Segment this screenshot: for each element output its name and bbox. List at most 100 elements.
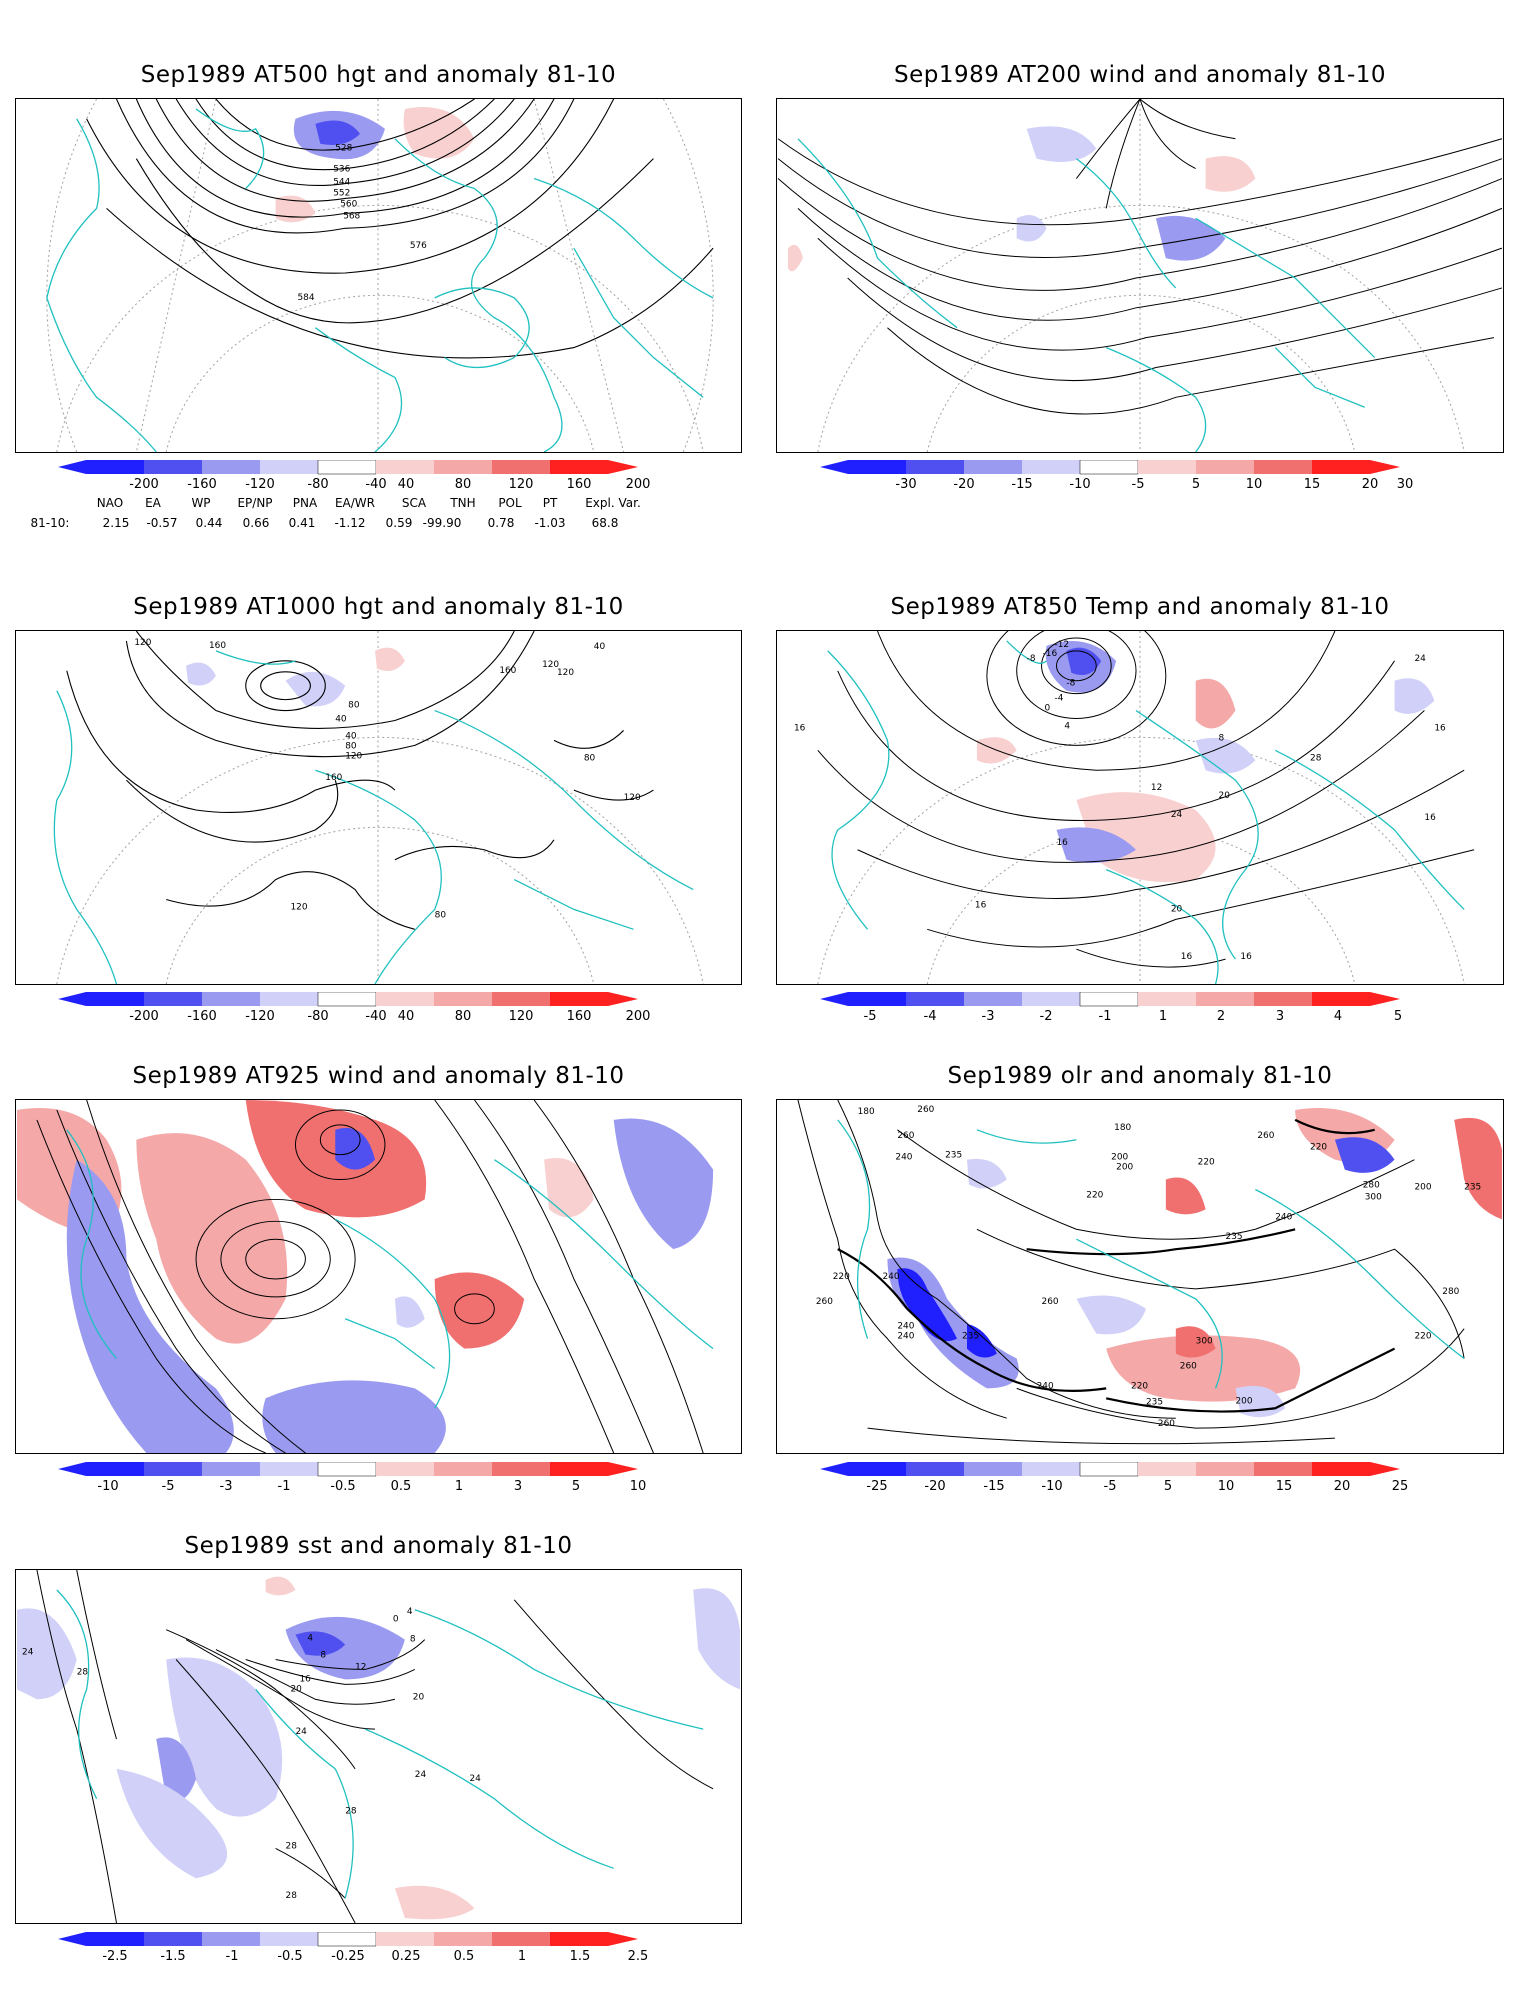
colorbar-tick: 5 xyxy=(1191,477,1201,492)
colorbar-tick: 3 xyxy=(1275,1009,1285,1024)
colorbar-tick: -40 xyxy=(365,1009,387,1024)
colorbar-tick: 2 xyxy=(1216,1009,1226,1024)
contour-label: 24 xyxy=(1414,654,1426,664)
teleconnection-header: NAO xyxy=(96,496,124,510)
contour-label: 16 xyxy=(299,1674,311,1684)
colorbar-tick: -15 xyxy=(1011,477,1033,492)
contour-label: 180 xyxy=(858,1107,875,1117)
colorbar-at925: -10 -5 -3 -1 -0.5 0.5 1 3 5 10 xyxy=(58,1462,698,1502)
colorbar-tick: 15 xyxy=(1275,1479,1293,1494)
contour-label: 260 xyxy=(917,1105,934,1115)
teleconnection-value: 0.44 xyxy=(195,516,223,530)
contour-label: 240 xyxy=(897,1322,914,1332)
teleconnection-header: SCA xyxy=(401,496,427,510)
map-sst: 24 28 4 8 12 16 20 24 28 20 24 28 28 24 … xyxy=(15,1569,742,1924)
map-at200 xyxy=(776,98,1504,453)
contour-label: 24 xyxy=(295,1727,307,1737)
contour-label: 240 xyxy=(882,1272,899,1282)
colorbar-tick: 80 xyxy=(454,477,472,492)
colorbar-tick: -160 xyxy=(187,477,217,492)
colorbar-tick: 2.5 xyxy=(627,1949,649,1964)
contour-label: 528 xyxy=(335,144,352,154)
colorbar-tick: 25 xyxy=(1391,1479,1409,1494)
contour-label: 235 xyxy=(1146,1397,1163,1407)
contour-label: 24 xyxy=(1171,810,1183,820)
contour-label: 544 xyxy=(333,178,350,188)
colorbar-tick: 0.5 xyxy=(390,1479,412,1494)
colorbar-tick: 1 xyxy=(454,1479,464,1494)
teleconnection-header: EP/NP xyxy=(237,496,273,510)
contour-label: 200 xyxy=(1414,1182,1431,1192)
teleconnection-header: PNA xyxy=(292,496,318,510)
contour-label: -8 xyxy=(1027,654,1036,664)
contour-label: 8 xyxy=(1219,733,1225,743)
teleconnection-value: -0.57 xyxy=(146,516,178,530)
contour-label: 240 xyxy=(1275,1212,1292,1222)
contour-label: 220 xyxy=(1310,1143,1327,1153)
contour-label: 220 xyxy=(1414,1332,1431,1342)
map-at850-canvas: -12 -16 -8 -4 -8 0 4 8 16 24 16 28 12 20… xyxy=(794,631,1475,984)
colorbar-tick: -1 xyxy=(225,1949,239,1964)
colorbar-tick: 120 xyxy=(508,1009,534,1024)
colorbar-tick: -80 xyxy=(307,1009,329,1024)
colorbar-tick: -200 xyxy=(129,477,159,492)
colorbar-at850: -5 -4 -3 -2 -1 1 2 3 4 5 xyxy=(820,992,1460,1032)
colorbar-tick: -3 xyxy=(219,1479,233,1494)
contour-label: 80 xyxy=(348,701,360,711)
contour-label: 568 xyxy=(343,211,360,221)
panel-title-sst: Sep1989 sst and anomaly 81-10 xyxy=(184,1533,573,1559)
colorbar-tick: -0.5 xyxy=(330,1479,356,1494)
colorbar-tick: 0.5 xyxy=(453,1949,475,1964)
teleconnection-value: 68.8 xyxy=(591,516,619,530)
teleconnection-value: -1.12 xyxy=(334,516,366,530)
contour-label: 576 xyxy=(410,241,427,251)
contour-label: 584 xyxy=(297,293,314,303)
contour-label: 4 xyxy=(1064,721,1070,731)
contour-label: 260 xyxy=(1180,1361,1197,1371)
colorbar-tick: -1.5 xyxy=(160,1949,186,1964)
colorbar-sst: -2.5 -1.5 -1 -0.5 -0.25 0.25 0.5 1 1.5 2… xyxy=(58,1932,698,1972)
contour-label: 120 xyxy=(345,751,362,761)
colorbar-tick: 200 xyxy=(625,477,651,492)
contour-label: 24 xyxy=(415,1770,427,1780)
contour-label: 4 xyxy=(307,1634,313,1644)
contour-label: 240 xyxy=(895,1153,912,1163)
contour-label: 8 xyxy=(320,1651,326,1661)
teleconnection-value: 0.66 xyxy=(242,516,270,530)
colorbar-tick: -10 xyxy=(1069,477,1091,492)
contour-label: 16 xyxy=(1056,838,1068,848)
contour-label: -4 xyxy=(1054,694,1063,704)
colorbar-tick: 10 xyxy=(629,1479,647,1494)
map-sst-canvas: 24 28 4 8 12 16 20 24 28 20 24 28 28 24 … xyxy=(17,1570,740,1923)
contour-label: 220 xyxy=(1086,1190,1103,1200)
panel-title-olr: Sep1989 olr and anomaly 81-10 xyxy=(947,1063,1333,1089)
contour-label: 80 xyxy=(584,753,596,763)
teleconnection-value: 0.59 xyxy=(385,516,413,530)
contour-label: 260 xyxy=(897,1131,914,1141)
colorbar-tick: 40 xyxy=(397,477,415,492)
teleconnection-header: PT xyxy=(542,496,558,510)
contour-label: 120 xyxy=(557,668,574,678)
contour-label: 0 xyxy=(1045,704,1051,714)
teleconnection-values: 81-10: 2.15 -0.57 0.44 0.66 0.41 -1.12 0… xyxy=(0,516,700,532)
colorbar-tick: 40 xyxy=(397,1009,415,1024)
contour-label: 560 xyxy=(340,199,357,209)
colorbar-tick: 200 xyxy=(625,1009,651,1024)
colorbar-tick: 0.25 xyxy=(391,1949,421,1964)
contour-label: 12 xyxy=(355,1662,366,1672)
colorbar-tick: 4 xyxy=(1333,1009,1343,1024)
map-olr-canvas: 180 260 235 240 260 180 220 220 200 200 … xyxy=(797,1100,1502,1445)
contour-label: 4 xyxy=(407,1607,413,1617)
contour-label: 120 xyxy=(542,660,559,670)
colorbar-tick: -20 xyxy=(953,477,975,492)
colorbar-tick: -4 xyxy=(923,1009,937,1024)
contour-label: 260 xyxy=(1257,1131,1274,1141)
colorbar-tick: -5 xyxy=(1103,1479,1117,1494)
contour-label: 552 xyxy=(333,188,350,198)
colorbar-tick: -40 xyxy=(365,477,387,492)
contour-label: 160 xyxy=(209,641,226,651)
contour-label: 235 xyxy=(1226,1232,1243,1242)
contour-label: 536 xyxy=(333,165,350,175)
panel-title-at200: Sep1989 AT200 wind and anomaly 81-10 xyxy=(893,62,1387,88)
map-olr: 180 260 235 240 260 180 220 220 200 200 … xyxy=(776,1099,1504,1454)
